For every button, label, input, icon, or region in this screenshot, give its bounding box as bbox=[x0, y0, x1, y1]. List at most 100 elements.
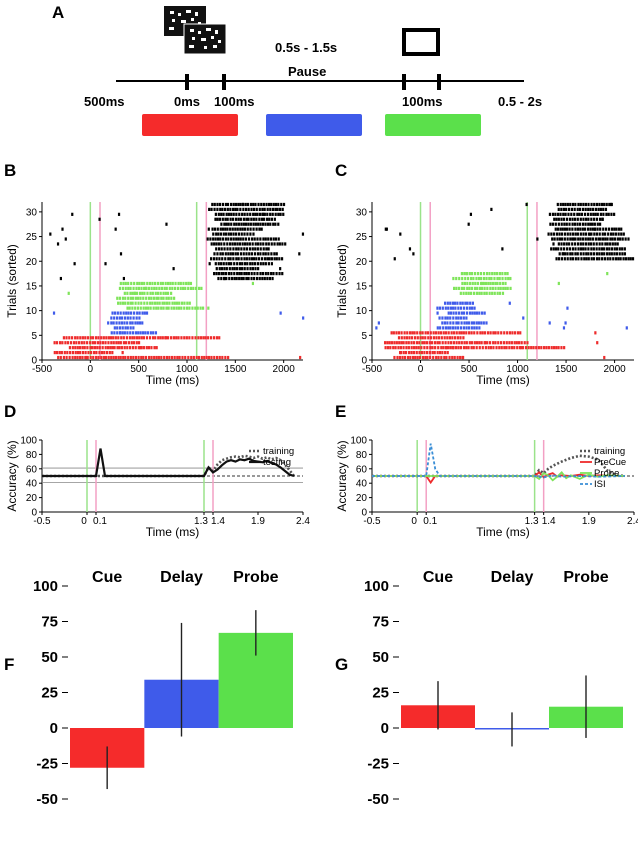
spike-mark bbox=[582, 217, 585, 221]
spike-mark bbox=[229, 247, 232, 251]
spike-mark bbox=[136, 321, 139, 325]
spike-mark bbox=[590, 247, 593, 251]
spike-mark bbox=[591, 227, 594, 231]
spike-mark bbox=[241, 242, 244, 246]
x-tick-label: 1500 bbox=[555, 364, 578, 375]
spike-mark bbox=[487, 281, 490, 286]
spike-mark bbox=[98, 350, 101, 355]
spike-mark bbox=[574, 237, 577, 241]
spike-mark bbox=[119, 252, 123, 256]
x-tick-label: 1.3 bbox=[194, 516, 208, 527]
spike-mark bbox=[132, 341, 136, 345]
spike-mark bbox=[451, 326, 455, 330]
spike-mark bbox=[129, 316, 132, 320]
spike-mark bbox=[127, 341, 131, 345]
spike-mark bbox=[191, 306, 194, 310]
spike-mark bbox=[576, 207, 579, 212]
spike-mark bbox=[555, 232, 559, 236]
spike-mark bbox=[560, 222, 563, 226]
spike-mark bbox=[562, 217, 566, 221]
spike-mark bbox=[282, 202, 286, 207]
spike-mark bbox=[118, 296, 122, 300]
spike-mark bbox=[257, 222, 260, 226]
spike-mark bbox=[218, 202, 222, 207]
spike-mark bbox=[479, 281, 483, 286]
spike-mark bbox=[155, 306, 158, 310]
spike-mark bbox=[560, 217, 563, 221]
spike-mark bbox=[411, 355, 415, 360]
spike-mark bbox=[117, 336, 120, 340]
spike-mark bbox=[598, 257, 601, 261]
spike-mark bbox=[576, 227, 580, 231]
spike-mark bbox=[170, 296, 173, 300]
spike-mark bbox=[140, 281, 143, 286]
spike-mark bbox=[131, 296, 135, 300]
timeline-label-pre: 500ms bbox=[84, 94, 124, 109]
spike-mark bbox=[223, 207, 227, 212]
spike-mark bbox=[155, 296, 158, 300]
spike-mark bbox=[184, 286, 187, 291]
spike-mark bbox=[484, 341, 487, 345]
spike-mark bbox=[214, 262, 217, 266]
spike-mark bbox=[603, 247, 606, 251]
spike-mark bbox=[229, 232, 233, 236]
spike-mark bbox=[577, 257, 580, 261]
spike-mark bbox=[65, 355, 68, 360]
spike-mark bbox=[185, 306, 189, 310]
spike-mark bbox=[459, 346, 463, 350]
spike-mark bbox=[565, 227, 569, 231]
spike-mark bbox=[433, 341, 437, 345]
spike-mark bbox=[581, 207, 585, 212]
spike-mark bbox=[392, 346, 395, 350]
spike-mark bbox=[123, 331, 126, 335]
spike-mark bbox=[176, 286, 179, 291]
spike-mark bbox=[556, 237, 559, 241]
spike-mark bbox=[57, 355, 60, 360]
y-tick-label: 40 bbox=[26, 479, 38, 490]
spike-mark bbox=[233, 267, 236, 271]
spike-mark bbox=[565, 242, 568, 246]
timeline-label-100ms: 100ms bbox=[214, 94, 254, 109]
spike-mark bbox=[253, 252, 257, 256]
spike-mark bbox=[262, 262, 265, 266]
spike-mark bbox=[568, 222, 571, 226]
spike-mark bbox=[210, 257, 213, 261]
spike-mark bbox=[113, 316, 116, 320]
spike-mark bbox=[447, 331, 450, 335]
spike-mark bbox=[180, 301, 184, 305]
spike-mark bbox=[227, 252, 230, 256]
spike-mark bbox=[446, 316, 449, 320]
spike-mark bbox=[135, 291, 139, 295]
spike-mark bbox=[567, 212, 570, 216]
spike-mark bbox=[214, 237, 217, 241]
spike-mark bbox=[441, 306, 444, 310]
spike-mark bbox=[247, 237, 251, 241]
spike-mark bbox=[476, 331, 479, 335]
spike-mark bbox=[470, 331, 473, 335]
spike-mark bbox=[602, 212, 605, 216]
spike-mark bbox=[485, 271, 489, 276]
spike-mark bbox=[423, 346, 426, 350]
x-tick-label: 2.4 bbox=[296, 516, 310, 527]
spike-mark bbox=[144, 306, 148, 310]
spike-mark bbox=[135, 286, 138, 291]
spike-mark bbox=[496, 281, 499, 286]
spike-mark bbox=[81, 355, 84, 360]
spike-mark bbox=[463, 321, 466, 325]
spike-mark bbox=[132, 326, 135, 330]
spike-mark bbox=[134, 355, 138, 360]
spike-mark bbox=[432, 336, 436, 340]
spike-mark bbox=[114, 355, 118, 360]
spike-mark bbox=[199, 336, 203, 340]
spike-mark bbox=[507, 276, 510, 281]
spike-mark bbox=[565, 222, 568, 226]
spike-mark bbox=[586, 227, 590, 231]
spike-mark bbox=[574, 247, 577, 251]
spike-mark bbox=[226, 202, 230, 207]
spike-mark bbox=[405, 336, 409, 340]
spike-mark bbox=[74, 355, 77, 360]
spike-mark bbox=[269, 207, 272, 212]
spike-mark bbox=[246, 202, 249, 207]
spike-mark bbox=[239, 237, 242, 241]
